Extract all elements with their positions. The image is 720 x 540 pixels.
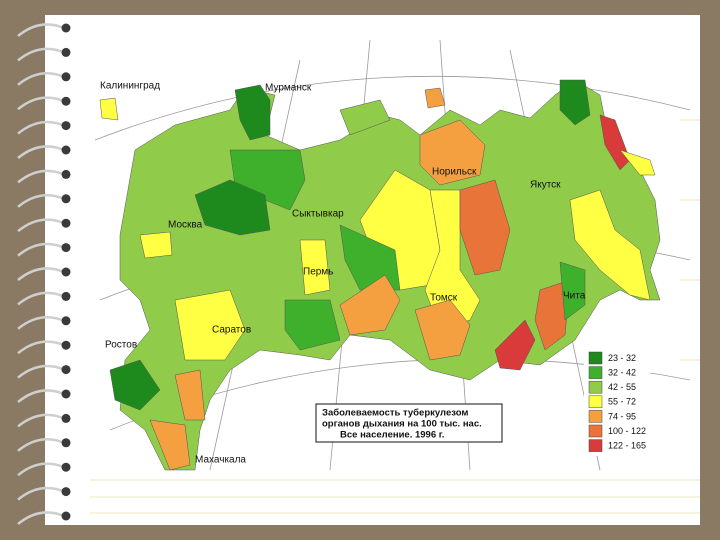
spiral-ring [17, 364, 65, 379]
city-label: Якутск [530, 180, 561, 191]
legend: 23 - 32 32 - 42 42 - 55 55 - 72 74 - 95 100 -… [584, 348, 650, 456]
spiral-ring [17, 413, 65, 428]
spiral-ring [17, 218, 65, 233]
spiral-hole [61, 47, 71, 57]
legend-label: 122 - 165 [608, 440, 646, 450]
legend-label: 55 - 72 [608, 397, 636, 407]
legend-swatch [588, 366, 603, 379]
spiral-ring [17, 193, 65, 208]
legend-swatch [588, 395, 603, 409]
regions [99, 79, 661, 471]
spiral-hole [61, 340, 71, 350]
spiral-ring [17, 486, 65, 501]
city-label: Москва [168, 220, 203, 231]
spiral-hole [61, 121, 71, 131]
city-label: Норильск [432, 167, 477, 178]
spiral-ring [17, 267, 65, 281]
city-label: Сыктывкар [292, 209, 344, 220]
legend-swatch [588, 380, 603, 394]
spiral-hole [61, 96, 71, 106]
legend-label: 23 - 32 [608, 353, 636, 363]
spiral-ring [17, 511, 65, 525]
title-frame [315, 403, 503, 443]
spiral-ring [17, 389, 65, 403]
legend-swatch [588, 439, 603, 452]
legend-label: 100 - 122 [608, 426, 646, 436]
city-labels: Калининград Мурманск Норильск Якутск Мос… [100, 81, 586, 466]
spiral-hole [61, 462, 71, 472]
spiral-hole [61, 72, 71, 82]
spiral-ring [17, 145, 65, 159]
legend-swatch [588, 424, 603, 438]
spiral-hole [61, 365, 71, 375]
city-label: Саратов [212, 325, 251, 336]
title-line: органов дыхания на 100 тыс. нас. [322, 419, 482, 430]
spiral-hole [61, 169, 71, 179]
city-label: Махачкала [195, 455, 246, 466]
spiral-hole [61, 243, 71, 253]
spiral-hole [61, 194, 71, 204]
title-line: Все население. 1996 г. [340, 430, 444, 441]
spiral-hole [61, 413, 71, 423]
city-label: Чита [563, 291, 586, 302]
spiral-hole [61, 145, 71, 155]
spiral-ring [17, 462, 65, 477]
city-label: Ростов [105, 340, 137, 351]
spiral-hole [61, 267, 71, 277]
spiral-hole [61, 511, 71, 521]
spiral-ring [17, 242, 65, 257]
spiral-hole [61, 438, 71, 448]
city-label: Томск [430, 293, 458, 304]
spiral-hole [61, 23, 71, 33]
spiral-ring [17, 96, 65, 111]
spiral-ring [17, 169, 65, 184]
title-box: Заболеваемость туберкулезом органов дыха… [315, 403, 503, 443]
legend-label: 42 - 55 [608, 382, 636, 392]
spiral-hole [61, 291, 71, 301]
legend-swatch [588, 410, 603, 423]
spiral-ring [17, 340, 65, 355]
spiral-hole [61, 218, 71, 228]
title-line: Заболеваемость туберкулезом [322, 408, 468, 419]
spiral-hole [61, 487, 71, 497]
spiral-ring [17, 47, 65, 62]
legend-label: 74 - 95 [608, 411, 636, 421]
notebook-lines [90, 119, 700, 514]
spiral-ring [17, 23, 65, 37]
spiral-hole [61, 389, 71, 399]
spiral-binding [17, 23, 71, 525]
legend-swatch [588, 351, 603, 365]
city-label: Калининград [100, 81, 160, 92]
city-label: Мурманск [265, 83, 312, 94]
spiral-ring [17, 437, 65, 452]
spiral-ring [17, 71, 65, 86]
spiral-ring [17, 315, 65, 330]
legend-label: 32 - 42 [608, 367, 636, 377]
spiral-ring [17, 120, 65, 135]
city-label: Пермь [303, 267, 333, 278]
spiral-hole [61, 316, 71, 326]
spiral-ring [17, 291, 65, 306]
